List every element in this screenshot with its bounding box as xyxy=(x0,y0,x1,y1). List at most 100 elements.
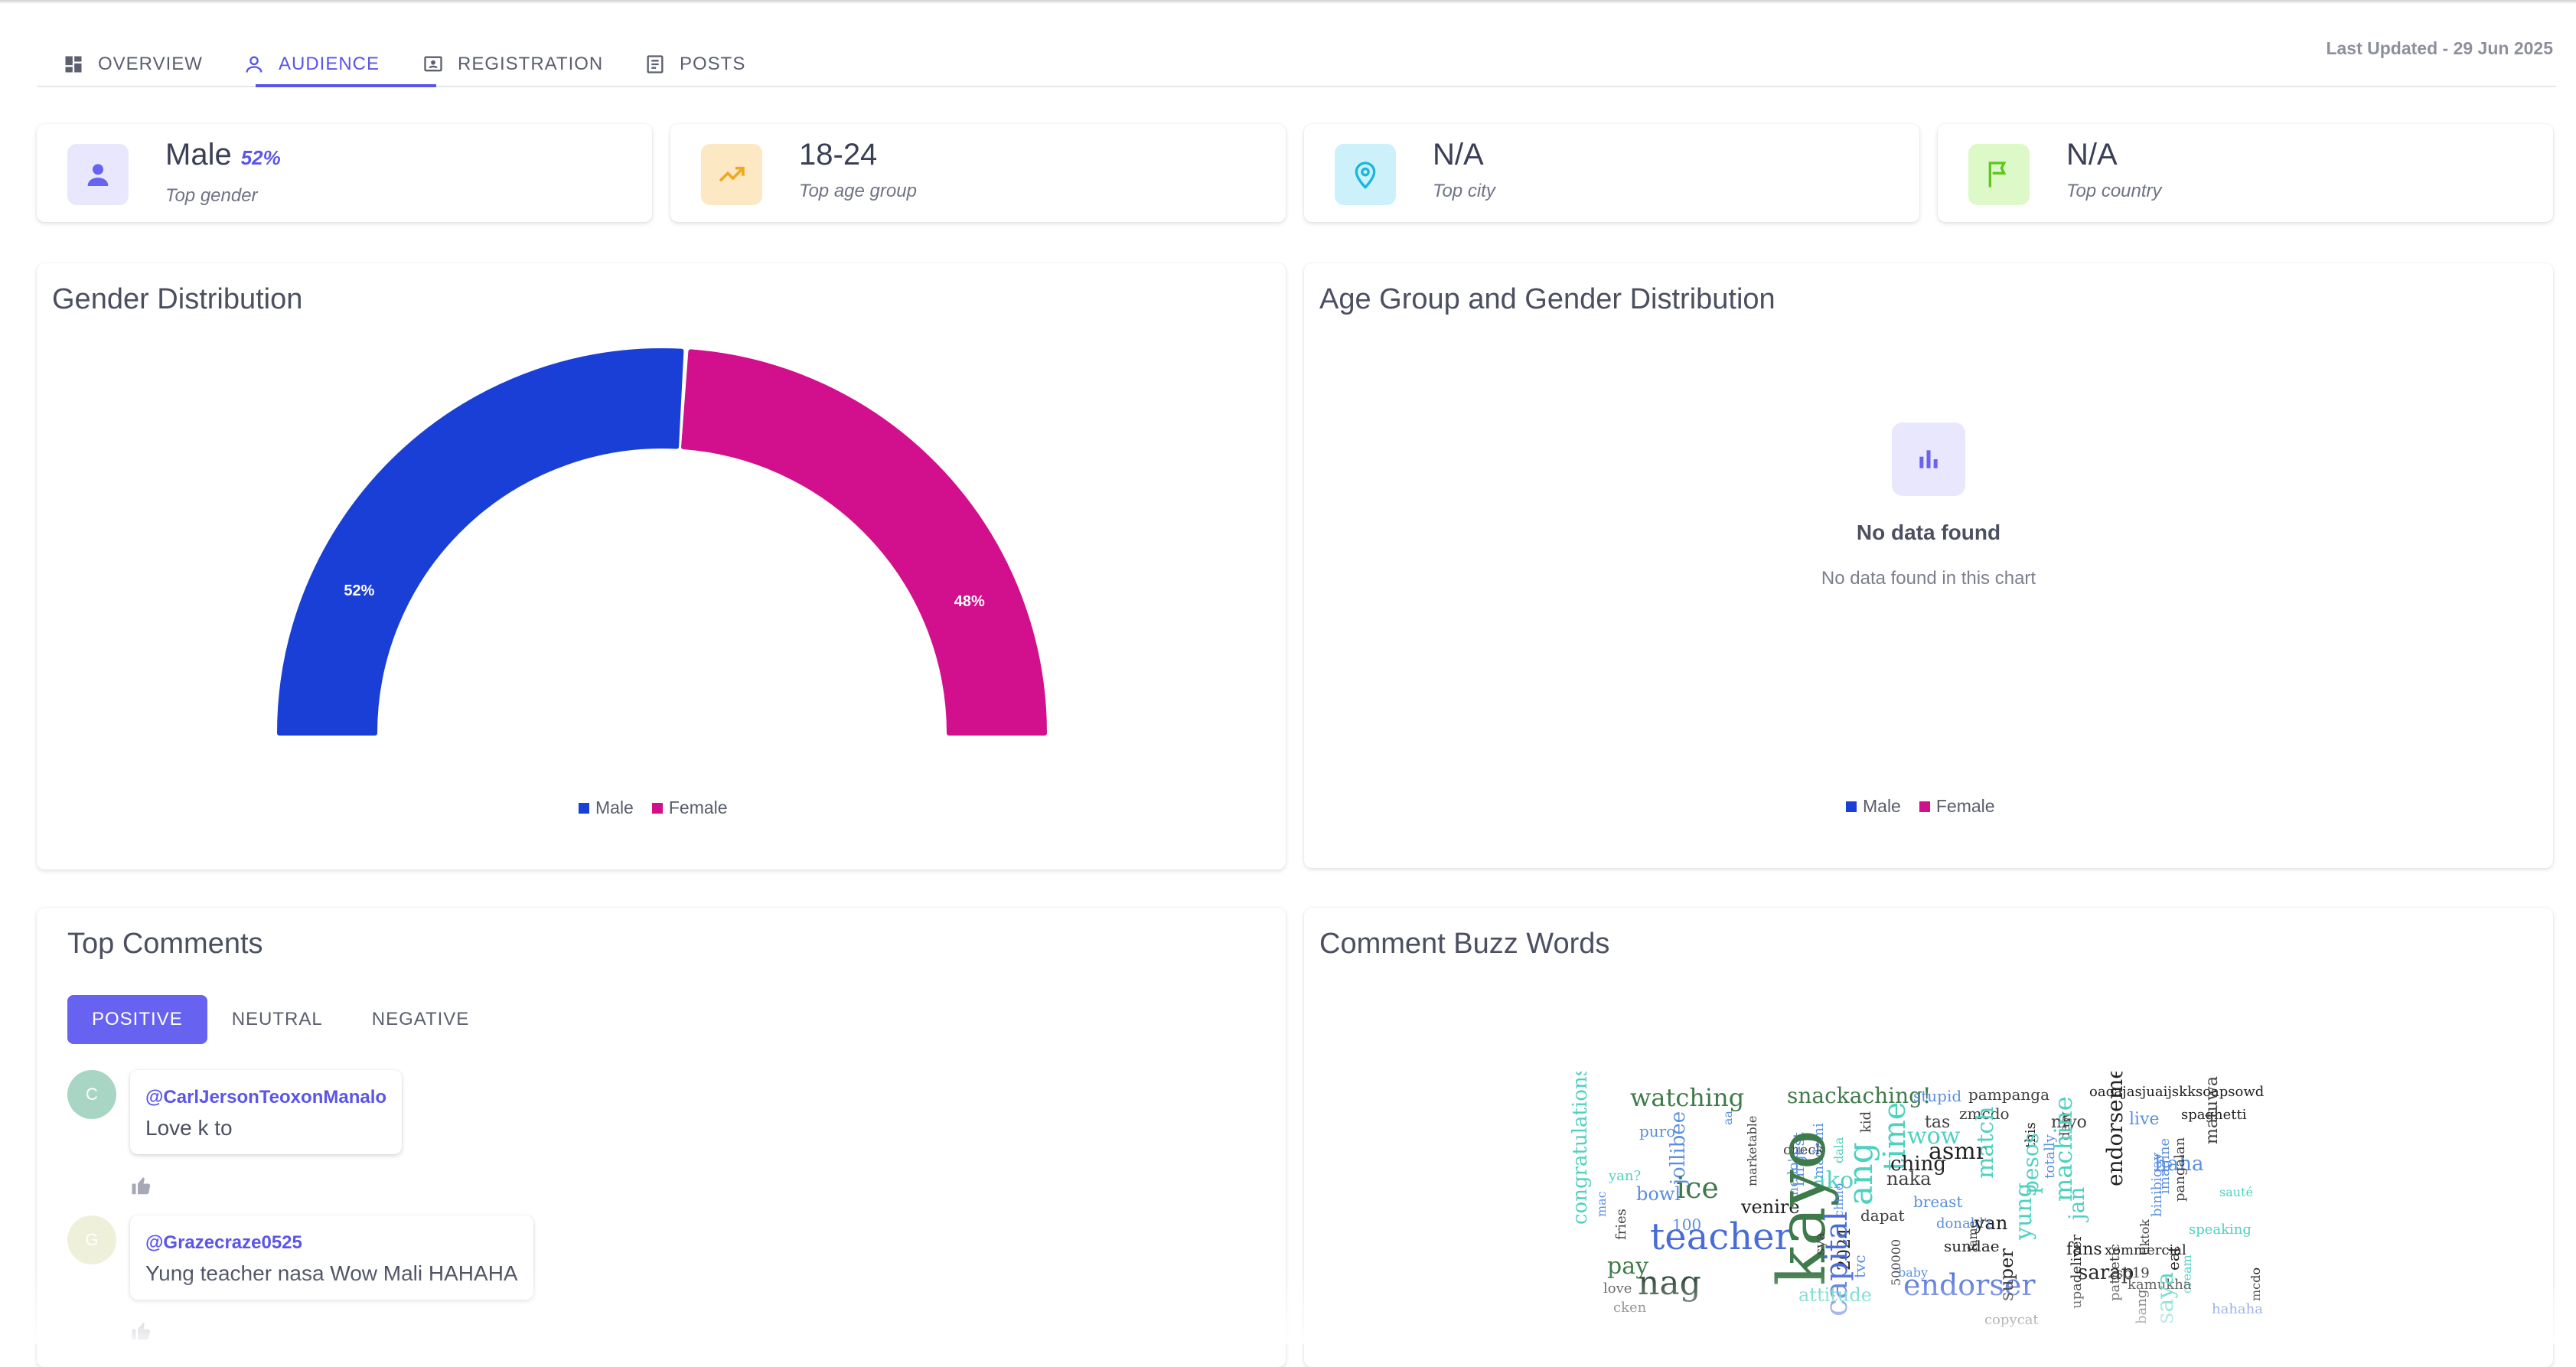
buzz-word: jan xyxy=(2064,1186,2089,1220)
buzz-word: match xyxy=(1972,1106,1999,1179)
stat-icon-box xyxy=(1968,144,2030,205)
stat-card-top-country: N/A Top country xyxy=(1938,124,2553,222)
buzz-word: niyo xyxy=(2051,1113,2087,1132)
flag-icon xyxy=(1988,161,2007,188)
buzz-word: teacher xyxy=(1650,1215,1792,1258)
buzz-word: aa xyxy=(1720,1110,1735,1125)
age-gender-distribution-panel xyxy=(1304,263,2553,868)
legend-item-female[interactable]: Female xyxy=(1919,796,1995,817)
buzz-word: endorsement xyxy=(2102,1072,2128,1186)
legend-swatch xyxy=(1919,801,1930,812)
slice-label-female: 48% xyxy=(954,593,985,610)
gauge-slice-female[interactable] xyxy=(681,349,1047,736)
buzz-word: sundae xyxy=(1944,1237,2000,1255)
buzz-word: super xyxy=(1996,1248,2017,1301)
legend-swatch xyxy=(651,802,663,814)
buzz-word: eat xyxy=(2164,1246,2183,1271)
tab-label: AUDIENCE xyxy=(279,54,380,74)
buzz-word: breast xyxy=(1913,1192,1963,1211)
person-icon xyxy=(87,164,109,186)
stat-value: 18-24 xyxy=(799,138,878,171)
buzz-word: xommercial xyxy=(2105,1242,2186,1258)
panel-title: Top Comments xyxy=(67,928,263,960)
buzz-word: ako xyxy=(1812,1167,1854,1194)
legend-label: Female xyxy=(668,798,728,817)
stat-value: Male 52% xyxy=(165,138,281,172)
stat-card-top-gender: Male 52% Top gender xyxy=(37,124,652,222)
tab-bar: OVERVIEW AUDIENCE REGISTRATION POSTS xyxy=(37,31,2556,87)
buzz-word: copycat xyxy=(1984,1312,2039,1328)
stat-label: Top city xyxy=(1433,181,1495,201)
tab-negative[interactable]: NEGATIVE xyxy=(371,1009,470,1029)
buzz-word: pangalan xyxy=(2172,1137,2188,1202)
buzz-word: yan xyxy=(1974,1212,2008,1234)
empty-state-title: No data found xyxy=(1856,520,2001,544)
buzz-word: live xyxy=(2129,1110,2160,1129)
tab-label: OVERVIEW xyxy=(98,54,203,74)
legend-swatch xyxy=(579,802,589,814)
stat-icon-box xyxy=(701,144,762,205)
buzz-word: yan? xyxy=(1609,1168,1642,1184)
legend-item-male[interactable]: Male xyxy=(579,798,634,818)
buzz-word: snackaching! xyxy=(1787,1083,1932,1108)
panel-title: Comment Buzz Words xyxy=(1319,928,1610,960)
bar-chart-icon xyxy=(1892,422,1965,496)
sentiment-tabs: POSITIVE NEUTRAL NEGATIVE xyxy=(67,995,494,1044)
buzz-word: kid xyxy=(1858,1111,1874,1133)
last-updated-text: Last Updated - 29 Jun 2025 xyxy=(2326,38,2553,58)
tab-audience[interactable]: AUDIENCE xyxy=(243,43,380,86)
buzz-word: bang xyxy=(2134,1289,2150,1324)
buzz-word: ching xyxy=(1890,1153,1947,1176)
buzz-word: zmcdo xyxy=(1959,1104,2010,1123)
thumbs-up-icon[interactable] xyxy=(130,1174,153,1197)
buzz-word: cken xyxy=(1613,1300,1647,1316)
buzz-word: matuwa xyxy=(2203,1076,2222,1144)
tab-registration[interactable]: REGISTRATION xyxy=(422,43,603,86)
comment-username[interactable]: @CarlJersonTeoxonManalo xyxy=(145,1087,387,1108)
tab-neutral[interactable]: NEUTRAL xyxy=(231,1009,323,1029)
gauge-slice-male[interactable] xyxy=(277,348,684,736)
comment-bubble: @Grazecraze0525 Yung teacher nasa Wow Ma… xyxy=(130,1215,533,1300)
trending-up-icon xyxy=(719,166,745,182)
buzz-word: nag xyxy=(1638,1264,1701,1303)
buzz-word: tas xyxy=(1925,1113,1951,1132)
buzz-word: tiktok xyxy=(2137,1219,2152,1255)
comment-username[interactable]: @Grazecraze0525 xyxy=(145,1232,302,1253)
buzz-word: mcdo xyxy=(2248,1267,2263,1301)
tab-posts[interactable]: POSTS xyxy=(644,43,745,86)
gender-gauge-chart: 52% 48% xyxy=(277,348,1047,736)
age-chart-legend: Male Female xyxy=(1846,796,1995,817)
posts-icon xyxy=(647,55,664,73)
stat-card-top-age-group: 18-24 Top age group xyxy=(670,124,1286,222)
buzz-word: wow xyxy=(1907,1123,1961,1150)
tab-overview[interactable]: OVERVIEW xyxy=(63,43,203,86)
legend-item-male[interactable]: Male xyxy=(1846,796,1901,817)
comment-text: Yung teacher nasa Wow Mali HAHAHA xyxy=(145,1261,518,1285)
stat-label: Top age group xyxy=(799,181,917,201)
buzz-word: hahaha xyxy=(2212,1301,2263,1317)
slice-label-male: 52% xyxy=(344,582,374,599)
stat-value: N/A xyxy=(2066,138,2118,171)
comment-bubble: @CarlJersonTeoxonManalo Love k to xyxy=(130,1070,403,1154)
registration-icon xyxy=(424,56,442,72)
tab-positive[interactable]: POSITIVE xyxy=(67,995,207,1044)
buzz-word: machine xyxy=(2049,1096,2078,1202)
buzz-word: marketable xyxy=(1745,1115,1759,1186)
buzz-word: donald's xyxy=(1936,1215,1995,1232)
empty-state-subtitle: No data found in this chart xyxy=(1821,568,2036,589)
location-pin-icon xyxy=(1355,161,1376,190)
tab-label: POSTS xyxy=(680,54,746,74)
legend-label: Male xyxy=(595,798,634,817)
stat-label: Top gender xyxy=(165,185,258,206)
panel-title: Age Group and Gender Distribution xyxy=(1319,283,1775,315)
legend-item-female[interactable]: Female xyxy=(651,798,728,818)
buzz-word: speaking xyxy=(2189,1222,2252,1238)
buzz-word: fries xyxy=(1613,1209,1629,1240)
buzz-word: asmr xyxy=(1929,1138,1987,1165)
dashboard-icon xyxy=(65,56,82,73)
thumbs-up-icon[interactable] xyxy=(130,1320,153,1343)
buzz-word: naka xyxy=(1886,1168,1932,1189)
buzz-word: imagine xyxy=(2157,1137,2173,1194)
legend-swatch xyxy=(1846,801,1857,812)
buzz-word: pampanga xyxy=(1968,1085,2050,1104)
